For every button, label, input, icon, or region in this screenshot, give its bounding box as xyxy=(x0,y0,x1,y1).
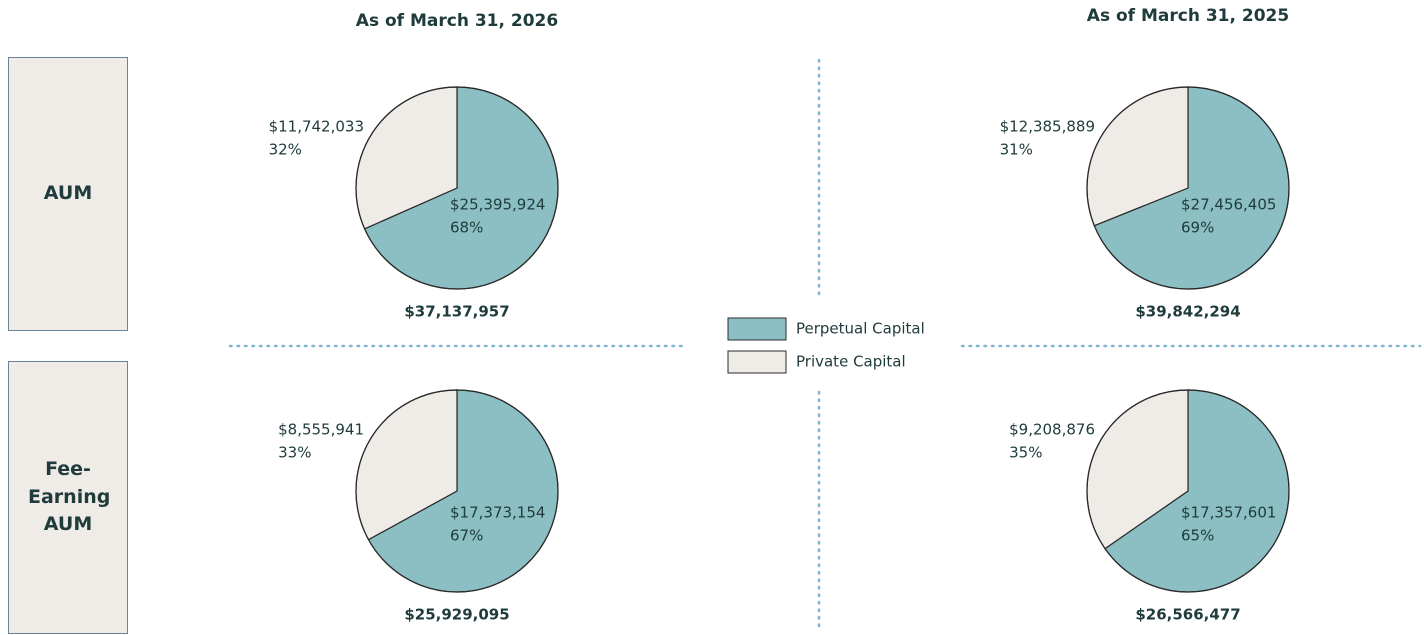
pie-outline xyxy=(355,389,559,593)
value-label: $8,555,941 xyxy=(278,421,364,439)
total-label: $25,929,095 xyxy=(404,606,509,624)
total-label: $37,137,957 xyxy=(404,303,509,321)
row-label: Fee-Earning AUM xyxy=(28,458,111,536)
pie-outline xyxy=(1086,86,1290,290)
percent-label: 67% xyxy=(450,527,483,545)
value-label: $25,395,924 xyxy=(450,196,545,214)
value-label: $17,357,601 xyxy=(1181,504,1276,522)
total-label: $26,566,477 xyxy=(1135,606,1240,624)
legend-label: Private Capital xyxy=(796,353,906,371)
percent-label: 68% xyxy=(450,219,483,237)
row-box: Fee-Earning AUM xyxy=(8,361,128,634)
legend-label: Perpetual Capital xyxy=(796,320,925,338)
value-label: $11,742,033 xyxy=(269,118,364,136)
total-label: $39,842,294 xyxy=(1135,303,1240,321)
percent-label: 65% xyxy=(1181,527,1214,545)
percent-label: 33% xyxy=(278,444,311,462)
value-label: $27,456,405 xyxy=(1181,196,1276,214)
legend-swatch xyxy=(727,350,787,374)
column-header: As of March 31, 2025 xyxy=(1087,6,1289,26)
pie-outline xyxy=(1086,389,1290,593)
percent-label: 32% xyxy=(269,141,302,159)
pie-outline xyxy=(355,86,559,290)
column-header: As of March 31, 2026 xyxy=(356,11,558,31)
legend-swatch xyxy=(727,317,787,341)
value-label: $9,208,876 xyxy=(1009,421,1095,439)
row-box: AUM xyxy=(8,57,128,331)
percent-label: 35% xyxy=(1009,444,1042,462)
value-label: $17,373,154 xyxy=(450,504,545,522)
row-label: AUM xyxy=(43,182,93,205)
percent-label: 31% xyxy=(1000,141,1033,159)
value-label: $12,385,889 xyxy=(1000,118,1095,136)
percent-label: 69% xyxy=(1181,219,1214,237)
